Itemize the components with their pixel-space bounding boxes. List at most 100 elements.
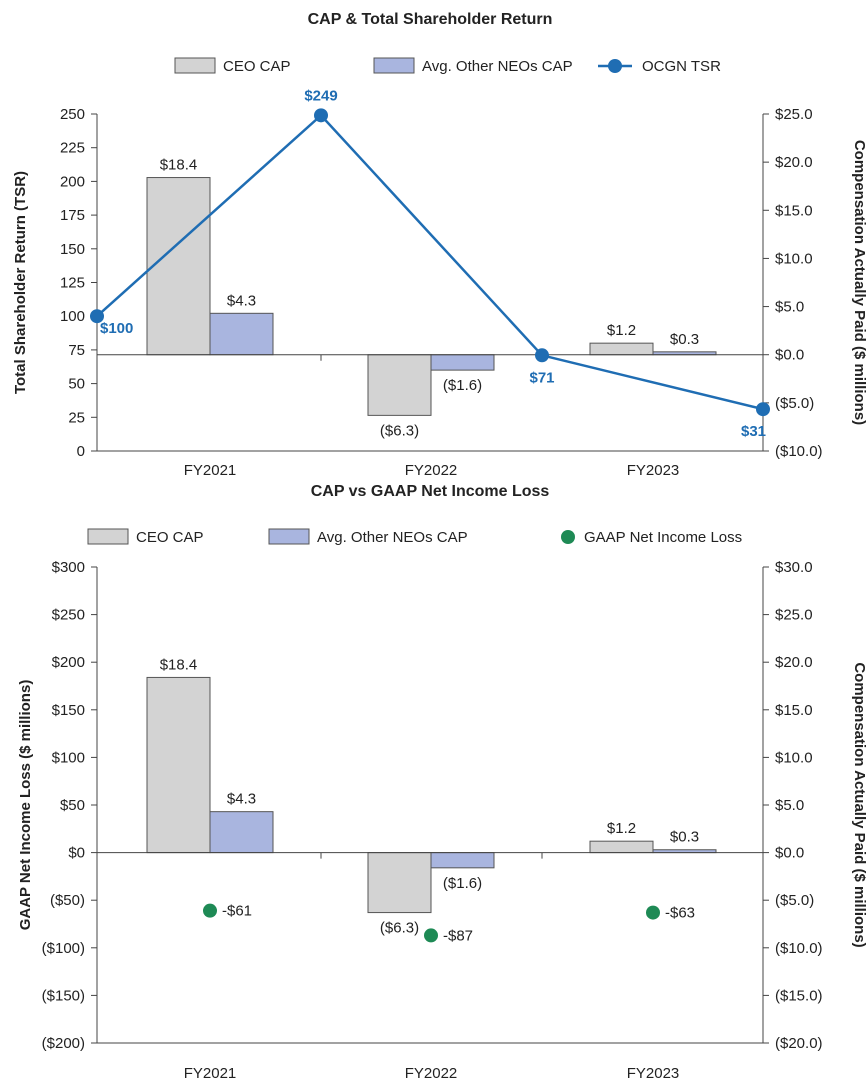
legend-swatch-ceo-cap	[174, 57, 216, 74]
bar-data-label: $1.2	[607, 820, 636, 837]
gaap-data-label: -$61	[222, 903, 252, 920]
legend-swatch-avg-neo-cap	[373, 57, 415, 74]
left-axis-label: Total Shareholder Return (TSR)	[12, 171, 29, 394]
category-label: FY2022	[405, 1065, 458, 1082]
gaap-net-income-point	[646, 905, 660, 920]
tsr-data-label: $71	[529, 369, 554, 386]
right-tick-label: $10.0	[775, 749, 813, 766]
left-tick-label: 0	[77, 443, 85, 460]
tsr-point	[756, 402, 770, 417]
gaap-net-income-point	[203, 903, 217, 918]
right-tick-label: ($10.0)	[775, 443, 823, 460]
right-tick-label: $30.0	[775, 559, 813, 576]
category-label: FY2021	[184, 1065, 237, 1082]
right-tick-label: $15.0	[775, 202, 813, 219]
left-tick-label: 175	[60, 207, 85, 224]
left-tick-label: $250	[52, 607, 85, 624]
gaap-data-label: -$87	[443, 927, 473, 944]
left-tick-label: 75	[68, 342, 85, 359]
left-tick-label: 50	[68, 376, 85, 393]
right-tick-label: ($15.0)	[775, 987, 823, 1004]
right-tick-label: $5.0	[775, 797, 804, 814]
legend-swatch-tsr-marker	[608, 59, 622, 73]
left-tick-label: $300	[52, 559, 85, 576]
left-tick-label: $50	[60, 797, 85, 814]
tsr-point	[314, 108, 328, 123]
left-tick-label: 100	[60, 308, 85, 325]
bar-data-label: $0.3	[670, 829, 699, 846]
category-label: FY2023	[627, 1065, 680, 1082]
right-tick-label: $25.0	[775, 607, 813, 624]
tsr-data-label: $249	[304, 87, 337, 104]
right-tick-label: ($5.0)	[775, 892, 814, 909]
left-tick-label: 200	[60, 173, 85, 190]
left-tick-label: ($50)	[50, 892, 85, 909]
bar-data-label: $0.3	[670, 331, 699, 348]
chart-title: CAP vs GAAP Net Income Loss	[311, 483, 550, 500]
bar-data-label: $1.2	[607, 322, 636, 339]
left-axis-label: GAAP Net Income Loss ($ millions)	[17, 680, 34, 931]
right-tick-label: ($10.0)	[775, 940, 823, 957]
bar-data-label: $4.3	[227, 292, 256, 309]
legend-label: OCGN TSR	[642, 58, 721, 75]
legend-swatch-ceo-cap	[87, 528, 129, 545]
right-tick-label: $5.0	[775, 299, 804, 316]
gaap-data-label: -$63	[665, 905, 695, 922]
avg-neo-cap-bar	[430, 852, 495, 869]
legend-label: Avg. Other NEOs CAP	[317, 529, 468, 546]
chart-title: CAP & Total Shareholder Return	[308, 11, 553, 28]
category-label: FY2021	[184, 462, 237, 479]
right-tick-label: $10.0	[775, 250, 813, 267]
left-tick-label: 125	[60, 275, 85, 292]
bar-data-label: ($1.6)	[443, 377, 482, 394]
legend-label: Avg. Other NEOs CAP	[422, 58, 573, 75]
right-tick-label: ($5.0)	[775, 395, 814, 412]
legend-label: CEO CAP	[223, 58, 291, 75]
ceo-cap-bar	[367, 354, 432, 416]
tsr-line	[96, 113, 764, 411]
right-tick-label: $15.0	[775, 702, 813, 719]
right-axis-label: Compensation Actually Paid ($ millions)	[851, 662, 868, 947]
ceo-cap-bar	[146, 676, 211, 854]
left-tick-label: ($100)	[42, 940, 85, 957]
ceo-cap-bar	[589, 840, 654, 854]
legend-label: GAAP Net Income Loss	[584, 529, 742, 546]
tsr-data-label: $31	[741, 423, 766, 440]
right-tick-label: $20.0	[775, 654, 813, 671]
left-tick-label: 250	[60, 106, 85, 123]
tsr-data-label: $100	[100, 320, 133, 337]
right-tick-label: $25.0	[775, 106, 813, 123]
ceo-cap-bar	[146, 177, 211, 356]
left-tick-label: $200	[52, 654, 85, 671]
right-tick-label: ($20.0)	[775, 1035, 823, 1052]
left-tick-label: 225	[60, 140, 85, 157]
right-tick-label: $0.0	[775, 845, 804, 862]
left-tick-label: ($200)	[42, 1035, 85, 1052]
left-tick-label: 25	[68, 409, 85, 426]
ceo-cap-bar	[589, 342, 654, 356]
gaap-net-income-point	[424, 928, 438, 943]
avg-neo-cap-bar	[209, 312, 274, 356]
bar-data-label: ($6.3)	[380, 422, 419, 439]
legend-label: CEO CAP	[136, 529, 204, 546]
ceo-cap-bar	[367, 852, 432, 914]
bar-data-label: $18.4	[160, 157, 198, 174]
bar-data-label: ($6.3)	[380, 920, 419, 937]
left-tick-label: 150	[60, 241, 85, 258]
right-tick-label: $20.0	[775, 154, 813, 171]
tsr-point	[535, 348, 549, 363]
avg-neo-cap-bar	[209, 811, 274, 854]
right-tick-label: $0.0	[775, 347, 804, 364]
category-label: FY2023	[627, 462, 680, 479]
left-tick-label: ($150)	[42, 987, 85, 1004]
bar-data-label: $4.3	[227, 791, 256, 808]
category-label: FY2022	[405, 462, 458, 479]
left-tick-label: $150	[52, 702, 85, 719]
avg-neo-cap-bar	[430, 354, 495, 371]
left-tick-label: $0	[68, 845, 85, 862]
left-tick-label: $100	[52, 749, 85, 766]
tsr-point	[90, 309, 104, 324]
legend-swatch-avg-neo-cap	[268, 528, 310, 545]
bar-data-label: $18.4	[160, 656, 198, 673]
